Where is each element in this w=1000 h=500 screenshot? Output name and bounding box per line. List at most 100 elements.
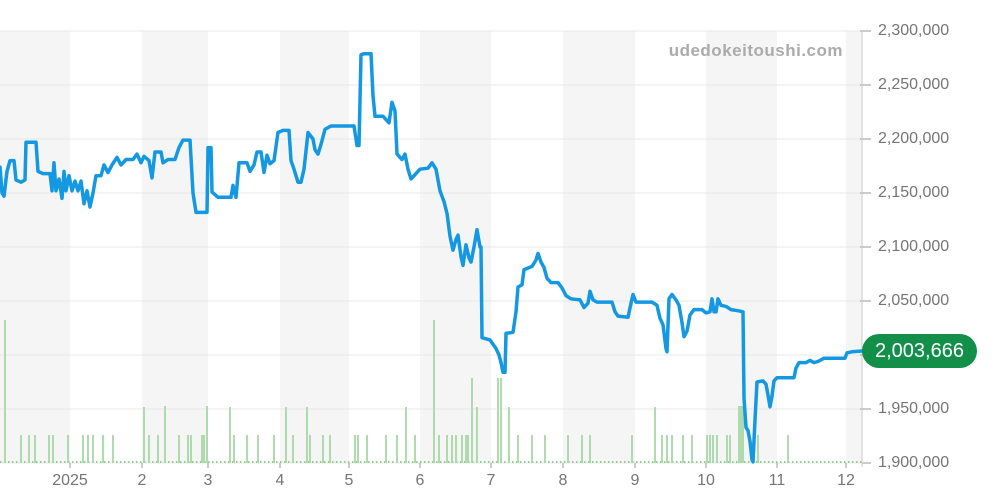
volume-bar bbox=[405, 407, 407, 463]
volume-bar bbox=[740, 406, 742, 463]
x-axis-label: 6 bbox=[415, 472, 425, 489]
volume-bar bbox=[292, 435, 294, 463]
volume-bar bbox=[187, 435, 189, 463]
volume-bar bbox=[357, 435, 359, 463]
volume-bar bbox=[20, 435, 22, 463]
x-axis-label: 10 bbox=[697, 472, 715, 489]
x-axis-label: 5 bbox=[344, 472, 354, 489]
volume-bar bbox=[517, 435, 519, 463]
volume-bar bbox=[446, 435, 448, 463]
volume-bar bbox=[500, 378, 502, 463]
volume-bar bbox=[691, 435, 693, 463]
volume-bar bbox=[589, 435, 591, 463]
volume-bar bbox=[438, 435, 440, 463]
x-axis-label: 3 bbox=[203, 472, 213, 489]
volume-bar bbox=[385, 435, 387, 463]
volume-bar bbox=[112, 435, 114, 463]
y-axis-label: 2,200,000 bbox=[878, 130, 950, 147]
volume-bar bbox=[531, 435, 533, 463]
volume-bar bbox=[465, 435, 467, 463]
volume-bar bbox=[229, 407, 231, 463]
volume-bar bbox=[451, 435, 453, 463]
volume-bar bbox=[206, 406, 208, 463]
y-axis-label: 2,300,000 bbox=[878, 22, 950, 39]
volume-bar bbox=[654, 407, 656, 463]
volume-bar bbox=[329, 435, 331, 463]
volume-bar bbox=[233, 435, 235, 463]
volume-bar bbox=[742, 406, 744, 463]
y-axis-label: 2,150,000 bbox=[878, 184, 950, 201]
volume-bar bbox=[203, 435, 205, 463]
volume-bar bbox=[787, 435, 789, 463]
volume-bar bbox=[471, 378, 473, 463]
current-price-badge: 2,003,666 bbox=[862, 334, 977, 368]
volume-bar bbox=[706, 435, 708, 463]
x-axis-label: 8 bbox=[558, 472, 568, 489]
volume-bar bbox=[143, 407, 145, 463]
volume-bar bbox=[257, 435, 259, 463]
volume-bar bbox=[476, 407, 478, 463]
volume-bar bbox=[712, 435, 714, 463]
y-axis-label: 1,900,000 bbox=[878, 454, 950, 471]
volume-bar bbox=[102, 435, 104, 463]
volume-bar bbox=[148, 435, 150, 463]
volume-bar bbox=[671, 435, 673, 463]
volume-bar bbox=[306, 407, 308, 463]
volume-bar bbox=[201, 435, 203, 463]
volume-bar bbox=[544, 435, 546, 463]
volume-bar bbox=[354, 435, 356, 463]
volume-bar bbox=[246, 435, 248, 463]
volume-bar bbox=[757, 435, 759, 463]
y-axis-label: 2,050,000 bbox=[878, 292, 950, 309]
volume-bar bbox=[581, 435, 583, 463]
x-axis-label: 9 bbox=[630, 472, 640, 489]
volume-bar bbox=[726, 435, 728, 463]
volume-bar bbox=[461, 435, 463, 463]
x-axis-label: 7 bbox=[486, 472, 496, 489]
watermark-text: udedokeitoushi.com bbox=[668, 41, 843, 60]
x-axis-label: 4 bbox=[275, 472, 285, 489]
price-line-series bbox=[0, 51, 864, 464]
volume-bar bbox=[87, 435, 89, 463]
volume-bar bbox=[661, 435, 663, 463]
volume-bar bbox=[4, 320, 6, 463]
volume-bar bbox=[396, 435, 398, 463]
x-axis-label: 2 bbox=[137, 472, 147, 489]
volume-bar bbox=[716, 435, 718, 463]
volume-bar bbox=[682, 435, 684, 463]
volume-bar bbox=[52, 435, 54, 463]
volume-bar bbox=[729, 435, 731, 463]
volume-bar bbox=[48, 435, 50, 463]
volume-bar bbox=[178, 435, 180, 463]
volume-bar bbox=[273, 435, 275, 463]
x-axis-label: 11 bbox=[768, 472, 786, 489]
volume-bar bbox=[190, 435, 192, 463]
volume-bar bbox=[92, 435, 94, 463]
volume-bar bbox=[455, 435, 457, 463]
volume-bar bbox=[366, 435, 368, 463]
volume-bar bbox=[666, 435, 668, 463]
volume-bar bbox=[67, 435, 69, 463]
volume-bar bbox=[157, 435, 159, 463]
volume-bar bbox=[433, 320, 435, 463]
y-axis-label: 2,100,000 bbox=[878, 238, 950, 255]
volume-bar bbox=[82, 435, 84, 463]
volume-bar bbox=[738, 406, 740, 463]
volume-bar bbox=[467, 435, 469, 463]
y-axis-label: 2,250,000 bbox=[878, 76, 950, 93]
volume-bar bbox=[164, 406, 166, 463]
volume-bar bbox=[285, 407, 287, 463]
volume-bar bbox=[28, 435, 30, 463]
volume-bar bbox=[414, 435, 416, 463]
volume-bar bbox=[309, 435, 311, 463]
volume-bar bbox=[631, 435, 633, 463]
volume-bar bbox=[34, 435, 36, 463]
x-axis-label: 12 bbox=[837, 472, 855, 489]
volume-bar bbox=[709, 435, 711, 463]
volume-bar bbox=[508, 407, 510, 463]
y-axis-label: 1,950,000 bbox=[878, 400, 950, 417]
volume-bar bbox=[497, 378, 499, 463]
volume-bar bbox=[567, 435, 569, 463]
